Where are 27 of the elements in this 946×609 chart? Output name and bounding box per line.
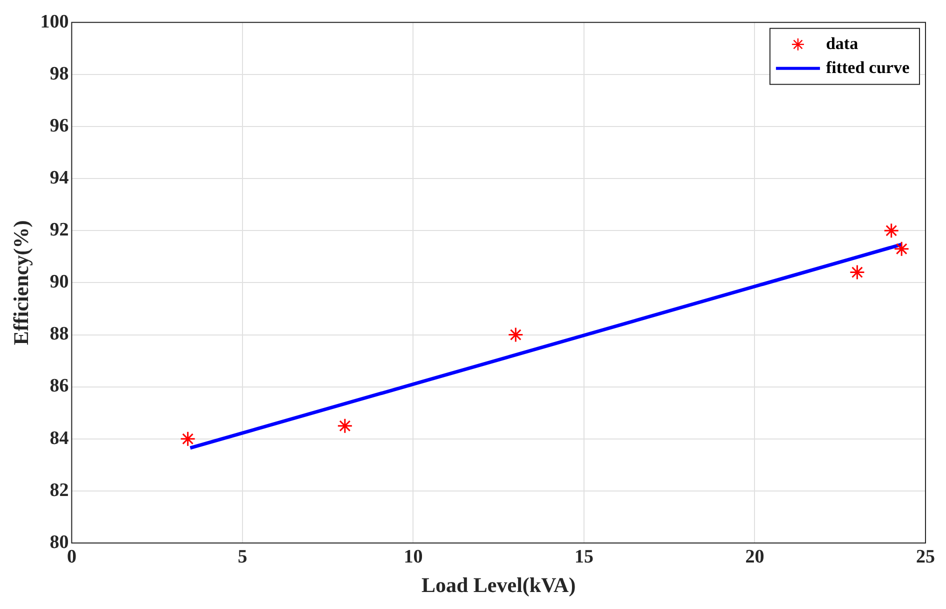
y-tick-label: 94 <box>50 167 70 188</box>
point <box>849 264 865 280</box>
x-tick-label: 10 <box>404 546 423 568</box>
x-tick-label: 15 <box>574 546 594 568</box>
x-tick-label: 0 <box>66 546 76 568</box>
y-axis-title: Efficiency(%) <box>9 220 34 346</box>
point <box>884 222 900 238</box>
y-tick-label: 90 <box>50 272 69 293</box>
y-tick-label: 84 <box>50 428 70 449</box>
legend-label: data <box>826 34 859 53</box>
x-tick-label: 25 <box>916 546 935 568</box>
y-tick-label: 92 <box>50 220 69 241</box>
point <box>894 241 910 257</box>
y-tick-label: 98 <box>50 63 69 84</box>
y-tick-label: 82 <box>50 480 69 501</box>
y-tick-label: 96 <box>50 115 69 136</box>
x-axis-title: Load Level(kVA) <box>421 572 576 597</box>
x-tick-label: 5 <box>238 546 248 568</box>
legend-label: fitted curve <box>826 58 910 77</box>
y-tick-label: 100 <box>40 11 69 32</box>
point <box>180 431 196 447</box>
y-tick-label: 86 <box>50 376 69 397</box>
point <box>337 418 353 434</box>
y-tick-label: 80 <box>50 532 69 553</box>
x-tick-label: 20 <box>745 546 764 568</box>
point <box>508 327 524 343</box>
y-tick-label: 88 <box>50 324 69 345</box>
